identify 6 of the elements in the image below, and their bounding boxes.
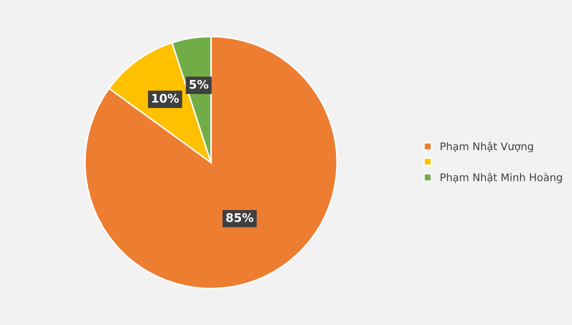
data-label: 5% (190, 80, 208, 89)
legend-label: Phạm Nhật Vượng (440, 142, 533, 152)
data-label: 10% (152, 94, 179, 103)
data-label: 85% (226, 213, 254, 222)
legend-label: Phạm Nhật Minh Hoàng (440, 172, 562, 184)
pie-slice (84, 36, 338, 290)
